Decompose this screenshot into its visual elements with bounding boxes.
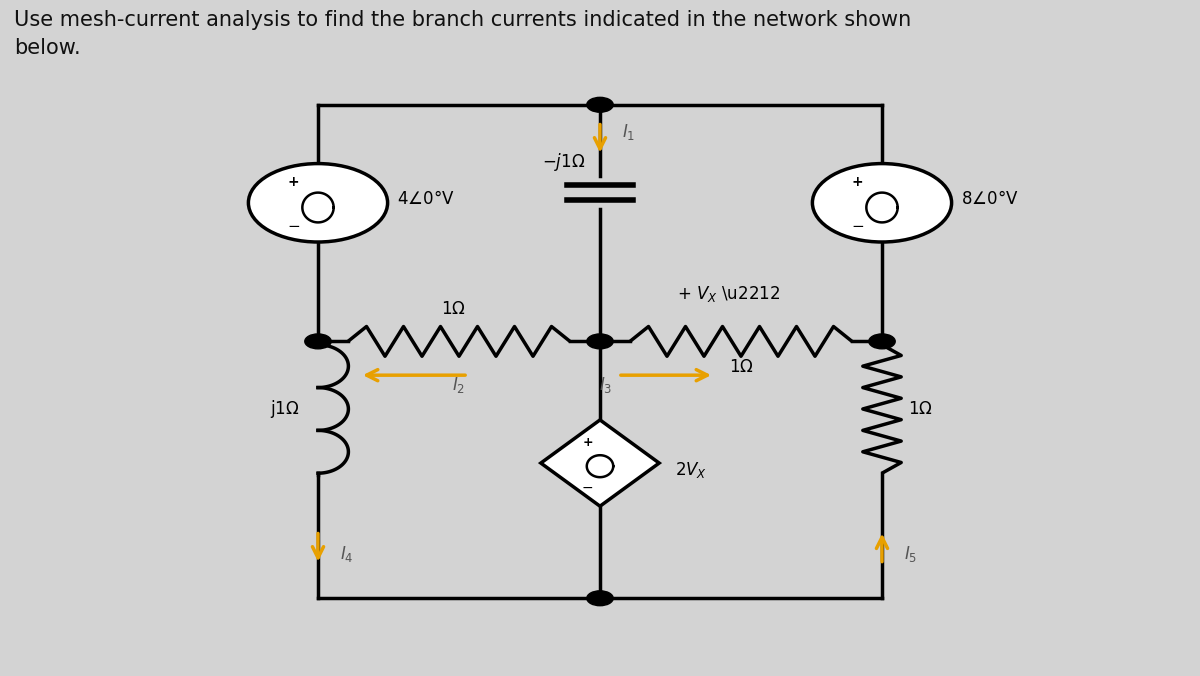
- Text: $I_5$: $I_5$: [904, 544, 917, 564]
- Text: $I_4$: $I_4$: [340, 544, 353, 564]
- Text: Use mesh-current analysis to find the branch currents indicated in the network s: Use mesh-current analysis to find the br…: [14, 10, 912, 58]
- Text: 4$\angle$0°V: 4$\angle$0°V: [397, 191, 455, 208]
- Circle shape: [587, 591, 613, 606]
- Circle shape: [812, 164, 952, 242]
- Text: $I_1$: $I_1$: [622, 122, 635, 142]
- Text: +: +: [852, 175, 864, 189]
- Text: 1$\Omega$: 1$\Omega$: [908, 400, 934, 418]
- Text: −: −: [287, 219, 300, 234]
- Text: +: +: [582, 436, 593, 449]
- Text: 1$\Omega$: 1$\Omega$: [440, 299, 466, 318]
- Circle shape: [248, 164, 388, 242]
- Text: 2$V_X$: 2$V_X$: [674, 460, 707, 480]
- Text: −: −: [582, 481, 593, 494]
- Text: +: +: [288, 175, 300, 189]
- Text: 1$\Omega$: 1$\Omega$: [728, 358, 754, 377]
- Circle shape: [305, 334, 331, 349]
- Circle shape: [587, 334, 613, 349]
- Circle shape: [869, 334, 895, 349]
- Text: + $V_X$ \u2212: + $V_X$ \u2212: [677, 284, 781, 304]
- Text: $I_3$: $I_3$: [599, 375, 612, 395]
- Text: $I_2$: $I_2$: [452, 375, 466, 395]
- Text: j1$\Omega$: j1$\Omega$: [270, 398, 300, 420]
- Text: 8$\angle$0°V: 8$\angle$0°V: [961, 191, 1019, 208]
- Text: −: −: [851, 219, 864, 234]
- Polygon shape: [541, 420, 659, 506]
- Text: $-j1\Omega$: $-j1\Omega$: [542, 151, 586, 173]
- Circle shape: [587, 97, 613, 112]
